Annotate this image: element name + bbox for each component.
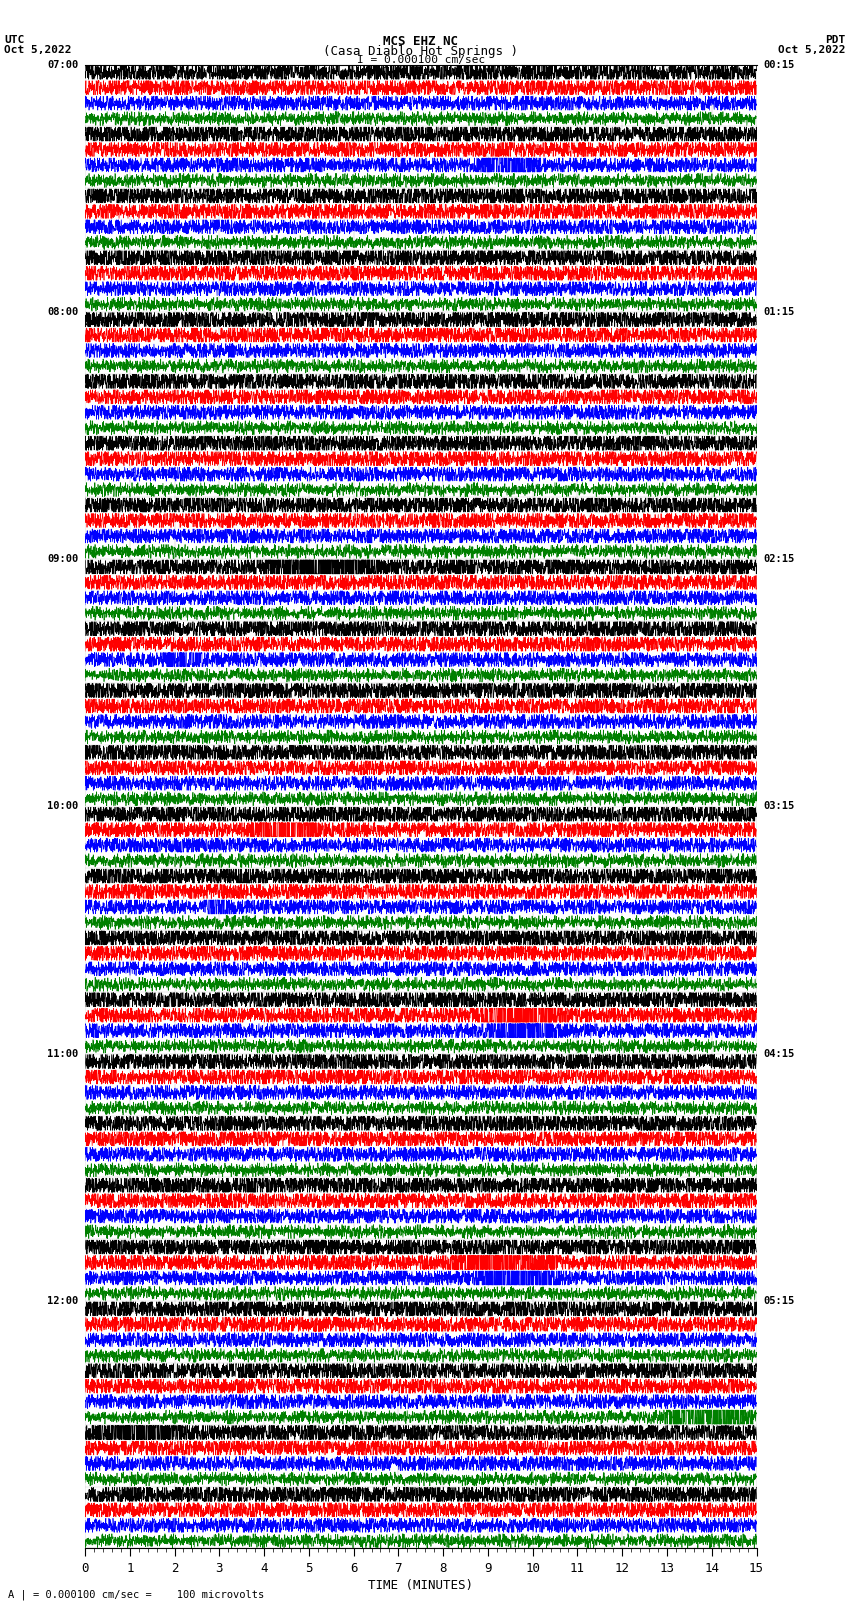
Text: 08:00: 08:00 xyxy=(47,306,78,316)
Text: 11:00: 11:00 xyxy=(47,1048,78,1058)
Text: MCS EHZ NC: MCS EHZ NC xyxy=(383,35,458,48)
Text: 04:15: 04:15 xyxy=(763,1048,795,1058)
Text: Oct 5,2022: Oct 5,2022 xyxy=(4,45,71,55)
Text: Oct 5,2022: Oct 5,2022 xyxy=(779,45,846,55)
Text: A | = 0.000100 cm/sec =    100 microvolts: A | = 0.000100 cm/sec = 100 microvolts xyxy=(8,1589,264,1600)
Text: (Casa Diablo Hot Springs ): (Casa Diablo Hot Springs ) xyxy=(323,45,518,58)
Text: 09:00: 09:00 xyxy=(47,555,78,565)
Text: UTC: UTC xyxy=(4,35,25,45)
Text: 00:15: 00:15 xyxy=(763,60,795,69)
Text: 02:15: 02:15 xyxy=(763,555,795,565)
Text: 01:15: 01:15 xyxy=(763,306,795,316)
Text: 07:00: 07:00 xyxy=(47,60,78,69)
X-axis label: TIME (MINUTES): TIME (MINUTES) xyxy=(368,1579,473,1592)
Text: I = 0.000100 cm/sec: I = 0.000100 cm/sec xyxy=(357,55,484,65)
Text: 12:00: 12:00 xyxy=(47,1297,78,1307)
Text: 10:00: 10:00 xyxy=(47,802,78,811)
Text: 03:15: 03:15 xyxy=(763,802,795,811)
Text: PDT: PDT xyxy=(825,35,846,45)
Text: 05:15: 05:15 xyxy=(763,1297,795,1307)
